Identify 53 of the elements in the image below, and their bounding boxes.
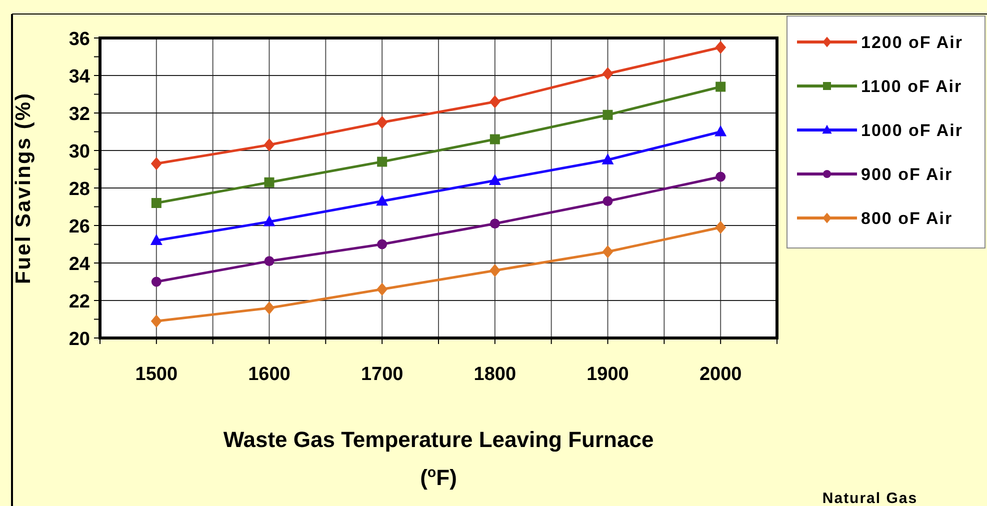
point	[716, 82, 726, 92]
point	[264, 138, 275, 152]
point	[377, 156, 388, 167]
point	[490, 218, 500, 229]
y-tick-label: 20	[68, 329, 90, 350]
point	[263, 215, 276, 226]
point	[602, 153, 614, 164]
legend-label: 800 oF Air	[861, 209, 953, 228]
point	[488, 174, 501, 185]
text: Natural Gas	[822, 490, 918, 506]
point	[602, 110, 613, 120]
point	[490, 134, 500, 144]
point	[151, 198, 162, 208]
point	[715, 220, 726, 234]
point	[377, 239, 388, 250]
point	[264, 177, 274, 188]
point	[715, 40, 726, 54]
point	[602, 196, 613, 206]
y-tick-label: 32	[68, 104, 90, 125]
y-tick-label: 30	[68, 142, 90, 162]
legend-label: 1200 oF Air	[861, 33, 964, 52]
point	[489, 95, 500, 108]
point	[714, 125, 727, 136]
point	[376, 194, 388, 206]
y-tick-label: 28	[68, 179, 90, 200]
point	[376, 116, 388, 129]
point	[264, 302, 275, 314]
point	[150, 157, 162, 170]
x-tick-label: 1500	[135, 364, 178, 385]
x-tick-label: 1600	[248, 364, 290, 385]
x-tick-label: 1900	[586, 364, 629, 385]
y-axis-title: Fuel Savings (%)	[12, 92, 35, 284]
y-tick-label: 34	[68, 66, 90, 88]
legend-label: 1100 oF Air	[861, 77, 962, 96]
point	[489, 264, 500, 277]
legend-label: 1000 oF Air	[861, 121, 964, 140]
point	[602, 67, 614, 80]
legend-label: 900 oF Air	[861, 165, 953, 184]
x-tick-label: 1700	[360, 364, 404, 385]
y-tick-label: 36	[68, 29, 90, 50]
point	[150, 234, 162, 245]
point	[602, 245, 614, 258]
point	[264, 256, 274, 266]
y-tick-label: 22	[68, 292, 90, 312]
x-axis-title: Waste Gas Temperature Leaving Furnace ($^{o}$F)	[223, 427, 654, 490]
y-tick-label: 24	[68, 254, 90, 275]
y-tick-label: 26	[68, 216, 90, 238]
x-tick-label: 2000	[699, 364, 742, 385]
point	[151, 276, 162, 287]
point	[150, 314, 162, 328]
point	[716, 172, 726, 182]
point	[376, 282, 388, 296]
x-tick-label: 1800	[474, 364, 516, 385]
